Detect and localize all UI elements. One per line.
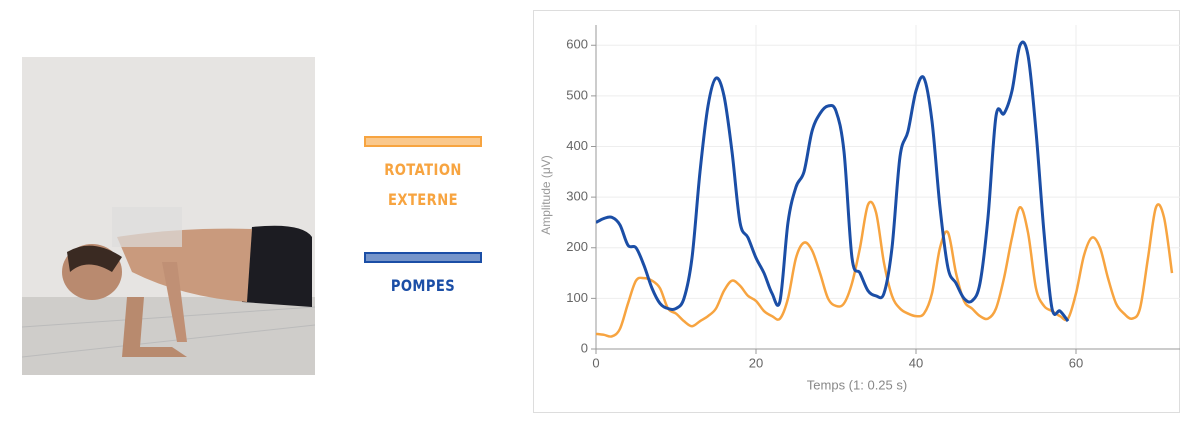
- x-tick-label: 60: [1069, 355, 1083, 370]
- y-tick-label: 0: [581, 340, 588, 355]
- line-series: [596, 200, 1174, 338]
- y-tick-label: 500: [566, 87, 588, 102]
- legend-swatch: [364, 252, 482, 263]
- y-axis-label: Amplitude (μV): [539, 155, 553, 235]
- x-axis-label: Temps (1: 0.25 s): [807, 377, 907, 392]
- photo: [22, 57, 315, 375]
- line-series: [596, 40, 1070, 323]
- legend-swatch: [364, 136, 482, 147]
- y-tick-label: 400: [566, 138, 588, 153]
- x-tick-label: 0: [592, 355, 599, 370]
- chart-panel: [533, 10, 1180, 413]
- y-tick-label: 300: [566, 189, 588, 204]
- x-tick-label: 40: [909, 355, 923, 370]
- legend-label: POMPES: [390, 276, 456, 295]
- legend-label: ROTATION EXTERNE: [384, 160, 462, 209]
- x-tick-label: 20: [749, 355, 763, 370]
- legend-item: ROTATION EXTERNE: [364, 136, 482, 215]
- y-tick-label: 600: [566, 37, 588, 52]
- y-tick-label: 100: [566, 290, 588, 305]
- chart: Amplitude (μV) Temps (1: 0.25 s) 0100200…: [539, 25, 1180, 392]
- y-tick-label: 200: [566, 239, 588, 254]
- legend-item: POMPES: [364, 252, 482, 301]
